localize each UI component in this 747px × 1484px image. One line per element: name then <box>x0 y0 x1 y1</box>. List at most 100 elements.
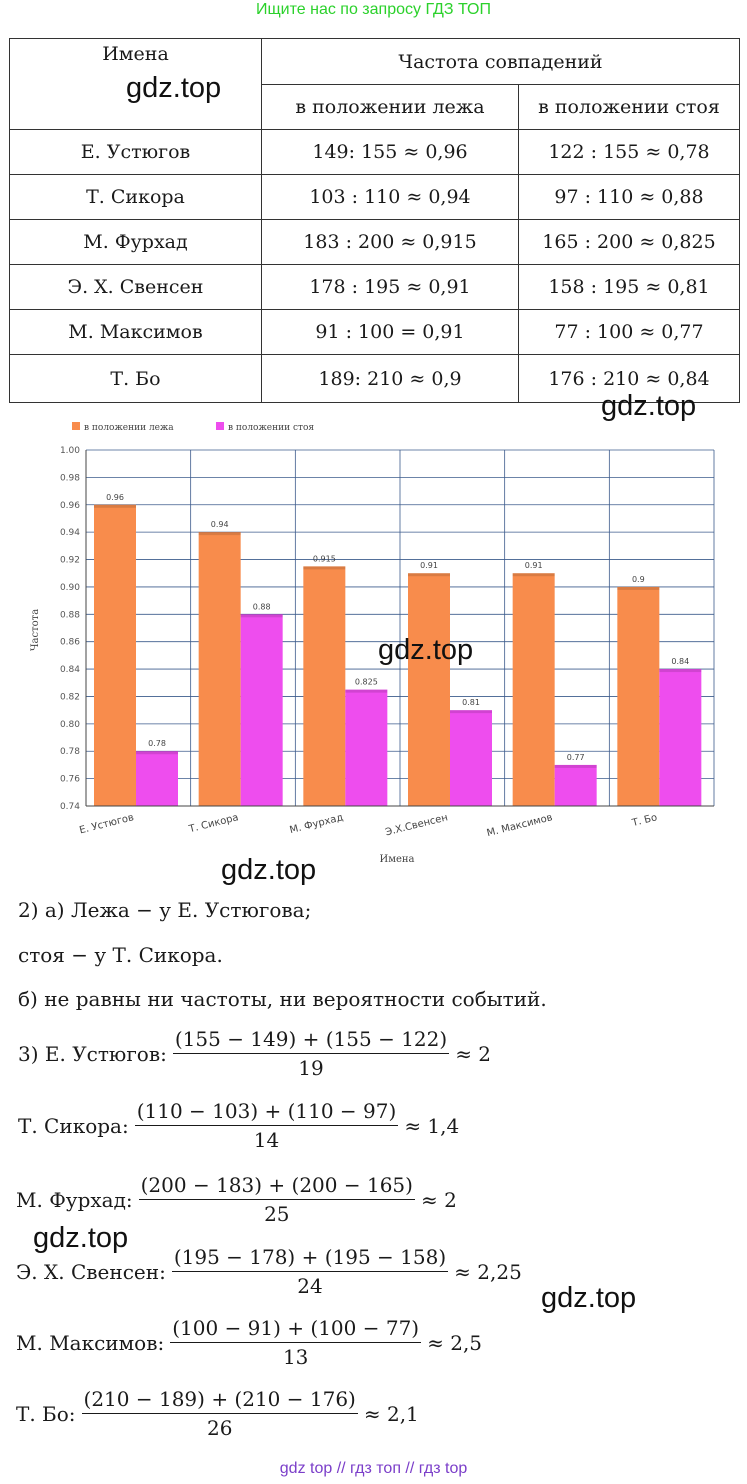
data-label: 0.94 <box>211 520 229 529</box>
table-row: Е. Устюгов 149: 155 ≈ 0,96 122 : 155 ≈ 0… <box>9 129 740 175</box>
row-lying: 178 : 195 ≈ 0,91 <box>261 264 519 310</box>
bar <box>345 689 388 806</box>
calc-row: Т. Сикора: (110 − 103) + (110 − 97) 14 ≈… <box>18 1099 459 1152</box>
row-name: Т. Бо <box>9 354 262 403</box>
bar-top-edge <box>198 532 241 536</box>
data-label: 0.9 <box>632 575 645 584</box>
y-tick-label: 0.86 <box>60 638 80 648</box>
calc-label: Э. Х. Свенсен: <box>16 1259 166 1284</box>
answer-2a-line2: стоя − у Т. Сикора. <box>18 943 223 967</box>
row-lying: 103 : 110 ≈ 0,94 <box>261 174 519 220</box>
calc-row: 3) Е. Устюгов: (155 − 149) + (155 − 122)… <box>18 1027 491 1080</box>
calc-label: Т. Сикора: <box>18 1113 129 1138</box>
data-label: 0.91 <box>420 561 438 570</box>
data-label: 0.77 <box>567 753 585 762</box>
y-tick-label: 0.94 <box>60 528 80 538</box>
bar-top-edge <box>408 573 450 577</box>
y-tick-label: 0.96 <box>60 501 80 511</box>
calc-label: М. Максимов: <box>16 1330 165 1355</box>
answer-2b: б) не равны ни частоты, ни вероятности с… <box>18 987 547 1011</box>
y-tick-label: 0.78 <box>60 747 80 757</box>
calc-result: ≈ 2 <box>455 1041 492 1066</box>
bar-top-edge <box>617 586 660 590</box>
y-tick-label: 0.84 <box>60 665 80 675</box>
bar <box>659 669 702 806</box>
bar-top-edge <box>240 614 283 618</box>
bar <box>303 566 346 806</box>
x-tick-label: М. Фурхад <box>289 812 345 836</box>
row-name: Э. Х. Свенсен <box>9 264 262 310</box>
data-label: 0.96 <box>106 493 124 502</box>
header-names: Имена <box>9 38 262 130</box>
calc-label: 3) Е. Устюгов: <box>18 1041 167 1066</box>
fraction: (155 − 149) + (155 − 122) 19 <box>172 1027 450 1080</box>
data-label: 0.81 <box>462 698 480 707</box>
y-tick-label: 0.92 <box>60 556 80 566</box>
fraction-numerator: (155 − 149) + (155 − 122) <box>172 1027 450 1054</box>
table-row: Т. Сикора 103 : 110 ≈ 0,94 97 : 110 ≈ 0,… <box>9 174 740 220</box>
calc-result: ≈ 1,4 <box>404 1113 460 1138</box>
data-label: 0.84 <box>671 657 689 666</box>
header-standing: в положении стоя <box>518 84 740 130</box>
row-name: Т. Сикора <box>9 174 262 220</box>
footer-links: gdz top // гдз топ // гдз top <box>279 1460 468 1477</box>
table-row: М. Фурхад 183 : 200 ≈ 0,915 165 : 200 ≈ … <box>9 219 740 265</box>
row-standing: 122 : 155 ≈ 0,78 <box>518 129 740 175</box>
x-tick-label: Э.Х.Свенсен <box>384 812 449 838</box>
legend-swatch <box>216 422 224 430</box>
bar <box>136 751 178 806</box>
fraction-denominator: 25 <box>264 1202 290 1226</box>
calc-row: М. Фурхад: (200 − 183) + (200 − 165) 25 … <box>16 1173 457 1226</box>
frequency-bar-chart: 1.00 0.98 0.96 0.94 0.92 0.90 0.88 0.86 0.84 0.82… <box>30 422 715 865</box>
y-tick-label: 0.80 <box>60 720 80 730</box>
fraction-numerator: (210 − 189) + (210 − 176) <box>81 1387 358 1414</box>
calc-result: ≈ 2 <box>420 1187 457 1212</box>
row-lying: 183 : 200 ≈ 0,915 <box>261 219 519 265</box>
frequency-table: Имена Частота совпадений в положении леж… <box>9 38 740 403</box>
bar <box>554 764 597 806</box>
bar <box>512 573 555 806</box>
x-axis-title: Имена <box>379 854 414 865</box>
row-standing: 176 : 210 ≈ 0,84 <box>518 354 740 403</box>
fraction: (100 − 91) + (100 − 77) 13 <box>170 1316 422 1369</box>
x-tick-label: Т. Сикора <box>187 812 240 835</box>
bar-top-edge <box>554 764 597 768</box>
calc-label: М. Фурхад: <box>16 1187 133 1212</box>
row-name: Е. Устюгов <box>9 129 262 175</box>
watermark: gdz.top <box>541 1282 637 1314</box>
fraction-denominator: 19 <box>298 1056 324 1080</box>
watermark: gdz.top <box>221 854 317 886</box>
data-label: 0.88 <box>253 602 271 611</box>
fraction: (195 − 178) + (195 − 158) 24 <box>171 1245 449 1298</box>
bar-top-edge <box>345 689 388 693</box>
calc-row: М. Максимов: (100 − 91) + (100 − 77) 13 … <box>16 1316 482 1369</box>
fraction: (210 − 189) + (210 − 176) 26 <box>81 1387 358 1440</box>
bar <box>450 710 492 806</box>
watermark: gdz.top <box>378 634 474 666</box>
fraction-numerator: (200 − 183) + (200 − 165) <box>138 1173 415 1200</box>
fraction-denominator: 13 <box>282 1345 309 1369</box>
data-label: 0.78 <box>148 739 166 748</box>
table-row: Т. Бо 189: 210 ≈ 0,9 176 : 210 ≈ 0,84 <box>9 354 740 403</box>
data-label: 0.91 <box>525 561 543 570</box>
header-frequency: Частота совпадений <box>261 38 740 85</box>
fraction-denominator: 26 <box>206 1416 233 1440</box>
calc-row: Т. Бо: (210 − 189) + (210 − 176) 26 ≈ 2,… <box>16 1387 419 1440</box>
row-standing: 158 : 195 ≈ 0,81 <box>518 264 740 310</box>
row-name: М. Максимов <box>9 309 262 355</box>
search-banner: Ищите нас по запросу ГДЗ ТОП <box>256 1 491 18</box>
bar <box>408 573 450 806</box>
y-tick-label: 0.88 <box>60 610 80 620</box>
y-axis-title: Частота <box>30 609 41 651</box>
fraction: (200 − 183) + (200 − 165) 25 <box>138 1173 415 1226</box>
bar-top-edge <box>303 566 346 570</box>
bar <box>198 532 241 806</box>
fraction-numerator: (110 − 103) + (110 − 97) <box>134 1099 399 1126</box>
data-label: 0.825 <box>355 678 378 687</box>
legend-label: в положении стоя <box>228 423 314 433</box>
bar <box>94 504 136 806</box>
row-name: М. Фурхад <box>9 219 262 265</box>
calc-result: ≈ 2,25 <box>454 1259 522 1284</box>
watermark: gdz.top <box>33 1222 129 1254</box>
watermark: gdz.top <box>601 390 697 422</box>
